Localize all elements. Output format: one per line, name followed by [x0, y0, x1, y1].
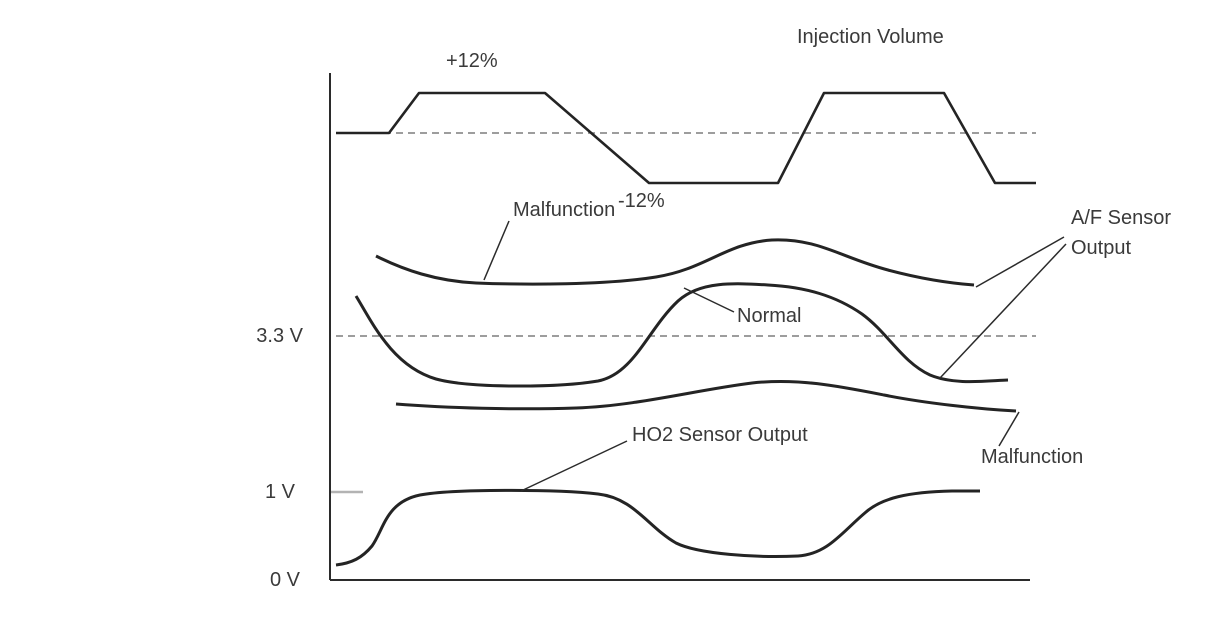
label-injection-volume: Injection Volume	[797, 26, 944, 48]
axis-label-3-3v: 3.3 V	[256, 325, 303, 347]
normal-leader-line	[683, 287, 735, 313]
label-ho2-sensor-output: HO2 Sensor Output	[632, 424, 808, 446]
label-minus-12-percent: -12%	[618, 190, 665, 212]
ho2-output-leader-line	[520, 440, 628, 492]
axis-label-1v: 1 V	[264, 481, 295, 503]
af-sensor-malfunction-upper-curve	[375, 238, 975, 287]
label-af-sensor-output-line2: Output	[1071, 237, 1132, 259]
label-plus-12-percent: +12%	[446, 50, 498, 72]
injection-volume-waveform	[336, 91, 1036, 185]
ho2-sensor-output-curve	[335, 488, 980, 567]
malfunction-lower-leader-line	[998, 411, 1020, 447]
af-output-leader-to-normal-curve	[939, 243, 1067, 379]
axis-label-0v: 0 V	[269, 569, 300, 591]
af-sensor-malfunction-lower-curve	[395, 380, 1017, 413]
malfunction-upper-leader-line	[483, 220, 510, 281]
af-sensor-normal-curve	[354, 282, 1009, 388]
label-normal: Normal	[737, 305, 802, 327]
label-af-sensor-output-line1: A/F Sensor	[1071, 207, 1172, 229]
label-malfunction-upper: Malfunction	[513, 199, 616, 221]
af-output-leader-to-upper-curve	[975, 236, 1065, 288]
label-malfunction-lower: Malfunction	[981, 446, 1084, 468]
